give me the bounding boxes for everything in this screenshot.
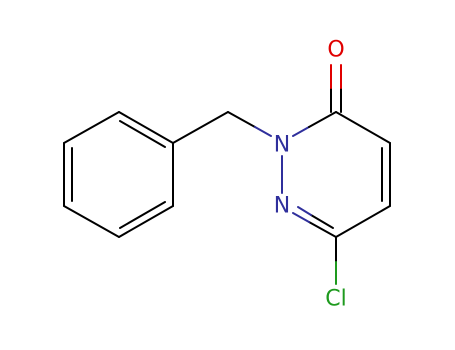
atom-label: N bbox=[274, 133, 290, 158]
bond bbox=[118, 205, 174, 238]
bond-inner bbox=[297, 206, 312, 216]
bond bbox=[292, 126, 310, 137]
bond bbox=[118, 111, 174, 144]
bond bbox=[254, 126, 272, 137]
bond-inner bbox=[119, 201, 166, 229]
bond bbox=[172, 111, 229, 144]
bond bbox=[308, 221, 337, 238]
bond bbox=[335, 205, 391, 238]
atom-label: Cl bbox=[325, 287, 346, 312]
bond bbox=[63, 205, 120, 238]
bond bbox=[63, 111, 120, 144]
bond bbox=[308, 111, 337, 128]
bond bbox=[335, 111, 391, 144]
bond bbox=[227, 111, 256, 128]
bonds bbox=[63, 64, 391, 285]
bond-inner bbox=[119, 120, 166, 148]
bond-inner bbox=[310, 214, 334, 229]
atom-label: N bbox=[274, 194, 290, 219]
bond bbox=[292, 212, 310, 223]
atom-label: O bbox=[327, 38, 344, 63]
